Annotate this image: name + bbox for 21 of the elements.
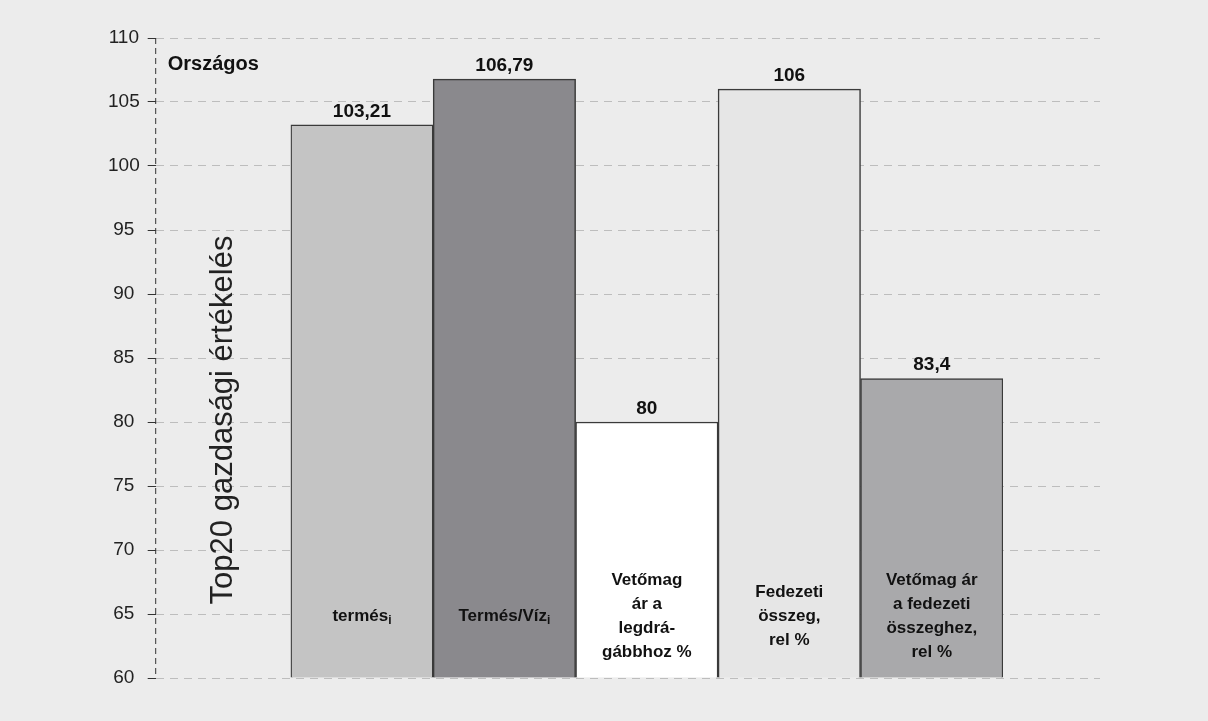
data-label: 106,79	[475, 53, 534, 75]
x-tick-label: Fedezeti összeg, rel %	[755, 581, 824, 649]
text: Top20 gazdasági értékelés	[204, 234, 240, 607]
x-tick-label: Vetőmag ár a fedezeti összeghez, rel %	[885, 569, 978, 661]
y-tick-label: 90	[113, 282, 135, 304]
y-tick-label: 60	[113, 666, 135, 688]
x-tick-label: Vetőmag ár a legdrá- gábbhoz %	[601, 569, 692, 661]
y-tick-label: 110	[108, 26, 139, 48]
data-label: 83,4	[913, 353, 951, 375]
y-tick-label: 100	[108, 154, 140, 176]
data-label: 80	[636, 396, 658, 418]
data-label: 106	[773, 63, 806, 85]
y-tick-label: 65	[113, 602, 135, 624]
y-tick-label: 70	[113, 538, 135, 560]
y-tick-label: 75	[113, 474, 135, 496]
y-tick-label: 95	[113, 218, 135, 240]
text: Országos	[167, 51, 259, 74]
data-label: 103,21	[332, 99, 392, 121]
y-tick-label: 80	[113, 410, 135, 432]
y-tick-label: 105	[108, 90, 140, 112]
y-tick-label: 85	[113, 346, 135, 368]
